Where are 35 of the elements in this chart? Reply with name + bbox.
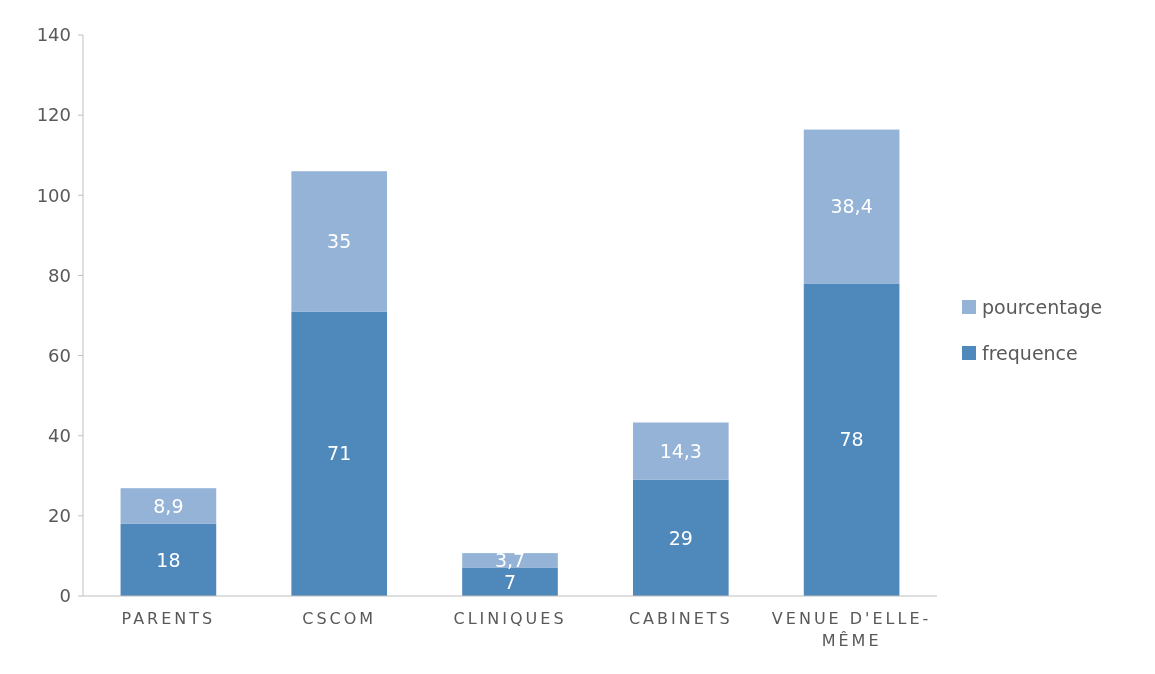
data-label: 8,9: [153, 494, 184, 517]
y-tick-label: 80: [48, 264, 71, 286]
legend-label: frequence: [982, 341, 1078, 364]
bar: [803, 283, 900, 596]
data-label: 38,4: [830, 195, 873, 218]
bar: [632, 479, 729, 596]
x-tick-label: CLINIQUES: [453, 609, 567, 628]
x-tick-label: CSCOM: [302, 609, 377, 628]
bar: [462, 553, 558, 568]
x-tick-label: VENUE D'ELLE-MÊME: [771, 609, 932, 650]
data-label: 14,3: [659, 439, 702, 462]
bar: [120, 523, 217, 596]
bar: [291, 311, 388, 596]
x-tick-label: PARENTS: [121, 609, 216, 628]
bar: [462, 567, 558, 596]
bar: [291, 171, 388, 312]
data-label: 71: [327, 442, 352, 465]
bar: [632, 422, 729, 480]
data-label: 7: [503, 570, 517, 593]
data-label: 3,7: [494, 549, 526, 572]
y-tick-label: 20: [48, 505, 71, 527]
data-label: 18: [156, 548, 181, 571]
x-tick-label: CABINETS: [628, 609, 733, 628]
y-tick-label: 0: [59, 585, 71, 607]
y-tick-label: 60: [48, 344, 71, 366]
bar: [803, 129, 900, 284]
data-label: 78: [839, 428, 864, 451]
legend-label: pourcentage: [982, 295, 1103, 318]
y-tick-label: 120: [36, 104, 71, 126]
y-tick-label: 40: [48, 425, 71, 447]
y-tick-label: 100: [36, 184, 71, 206]
y-tick-label: 140: [36, 24, 71, 46]
data-label: 35: [327, 230, 352, 253]
bar: [120, 488, 217, 524]
data-label: 29: [668, 526, 693, 549]
